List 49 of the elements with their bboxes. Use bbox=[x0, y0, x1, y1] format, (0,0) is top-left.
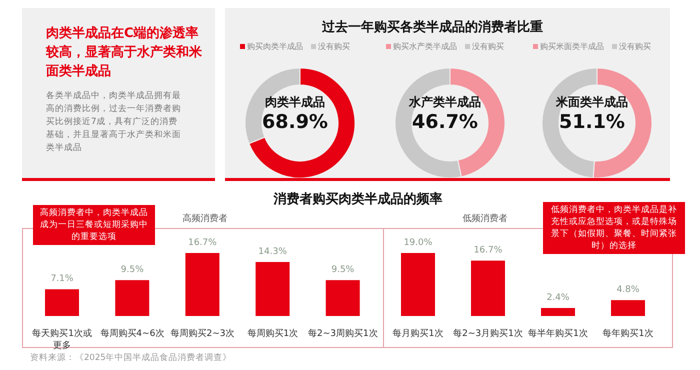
data-label: 9.5% bbox=[331, 265, 355, 276]
x-tick-label: 每2~3周购买1次 bbox=[308, 328, 378, 339]
text: 米面类半成品 bbox=[554, 94, 629, 111]
legend-label: 没有购买 bbox=[471, 41, 504, 52]
chart-title: 消费者购买肉类半成品的频率 bbox=[272, 190, 444, 208]
bar bbox=[45, 289, 79, 316]
text: 资料来源：《2025年中国半成品食品消费者调查》 bbox=[30, 352, 232, 364]
x-tick-label: 每年购买1次 bbox=[602, 328, 654, 339]
x-tick-label: 每周购买4~6次 bbox=[100, 328, 164, 339]
x-tick-label: 每2~3月购买1次 bbox=[453, 328, 523, 339]
legend-label: 购买肉类半成品 bbox=[246, 41, 303, 52]
donut-slice bbox=[248, 68, 356, 178]
text: 各类半成品中，肉类半成品拥有最高的消费比例，过去一年消费者购买比例接近7成，具有广泛的消费基础，并且显著高于水产类和米面类半成品 bbox=[46, 90, 182, 155]
text: 46.7% bbox=[411, 111, 479, 133]
text: 过去一年购买各类半成品的消费者比重 bbox=[321, 18, 544, 36]
bar bbox=[185, 253, 220, 316]
chart-subtitle: 高频消费者 bbox=[182, 212, 228, 225]
data-label: 14.3% bbox=[258, 247, 288, 258]
bar bbox=[541, 308, 575, 316]
text: 低频消费者中，肉类半成品是补充性或应急型选项，或是特殊场景下（如假期、聚餐、时间紧张时）的选择 bbox=[543, 202, 685, 254]
bar bbox=[611, 300, 645, 316]
data-label: 16.7% bbox=[188, 238, 218, 248]
x-tick-label: 每周购买1次 bbox=[247, 328, 298, 339]
text: 肉类半成品在C端的渗透率较高，显著高于水产类和米面类半成品 bbox=[46, 24, 203, 81]
text: 高频消费者中，肉类半成品成为一日三餐或短期采购中的重要选项 bbox=[33, 205, 155, 245]
data-label: 19.0% bbox=[404, 238, 433, 248]
bar bbox=[326, 280, 360, 316]
data-label: 2.4% bbox=[546, 293, 570, 304]
text: 68.9% bbox=[261, 111, 329, 133]
legend-label: 购买米面类半成品 bbox=[539, 41, 604, 52]
text: 51.1% bbox=[558, 111, 626, 133]
x-tick-label: 每周购买2~3次 bbox=[170, 328, 234, 339]
data-label: 16.7% bbox=[474, 246, 503, 256]
text: 肉类半成品 bbox=[264, 94, 326, 111]
data-label: 4.8% bbox=[616, 285, 640, 296]
bar bbox=[471, 260, 505, 316]
bar bbox=[115, 280, 150, 316]
legend-label: 没有购买 bbox=[317, 41, 350, 52]
data-label: 9.5% bbox=[120, 265, 144, 276]
x-tick-label: 每月购买1次 bbox=[392, 328, 444, 339]
data-label: 7.1% bbox=[50, 274, 74, 284]
chart-subtitle: 低频消费者 bbox=[462, 212, 508, 225]
legend-label: 没有购买 bbox=[618, 41, 651, 52]
x-tick-label: 每天购买1次或更多 bbox=[32, 328, 92, 351]
x-tick-label: 每半年购买1次 bbox=[528, 328, 588, 339]
legend-label: 购买水产类半成品 bbox=[392, 41, 457, 52]
text: 水产类半成品 bbox=[408, 94, 482, 111]
bar bbox=[256, 262, 290, 316]
bar bbox=[401, 253, 435, 316]
